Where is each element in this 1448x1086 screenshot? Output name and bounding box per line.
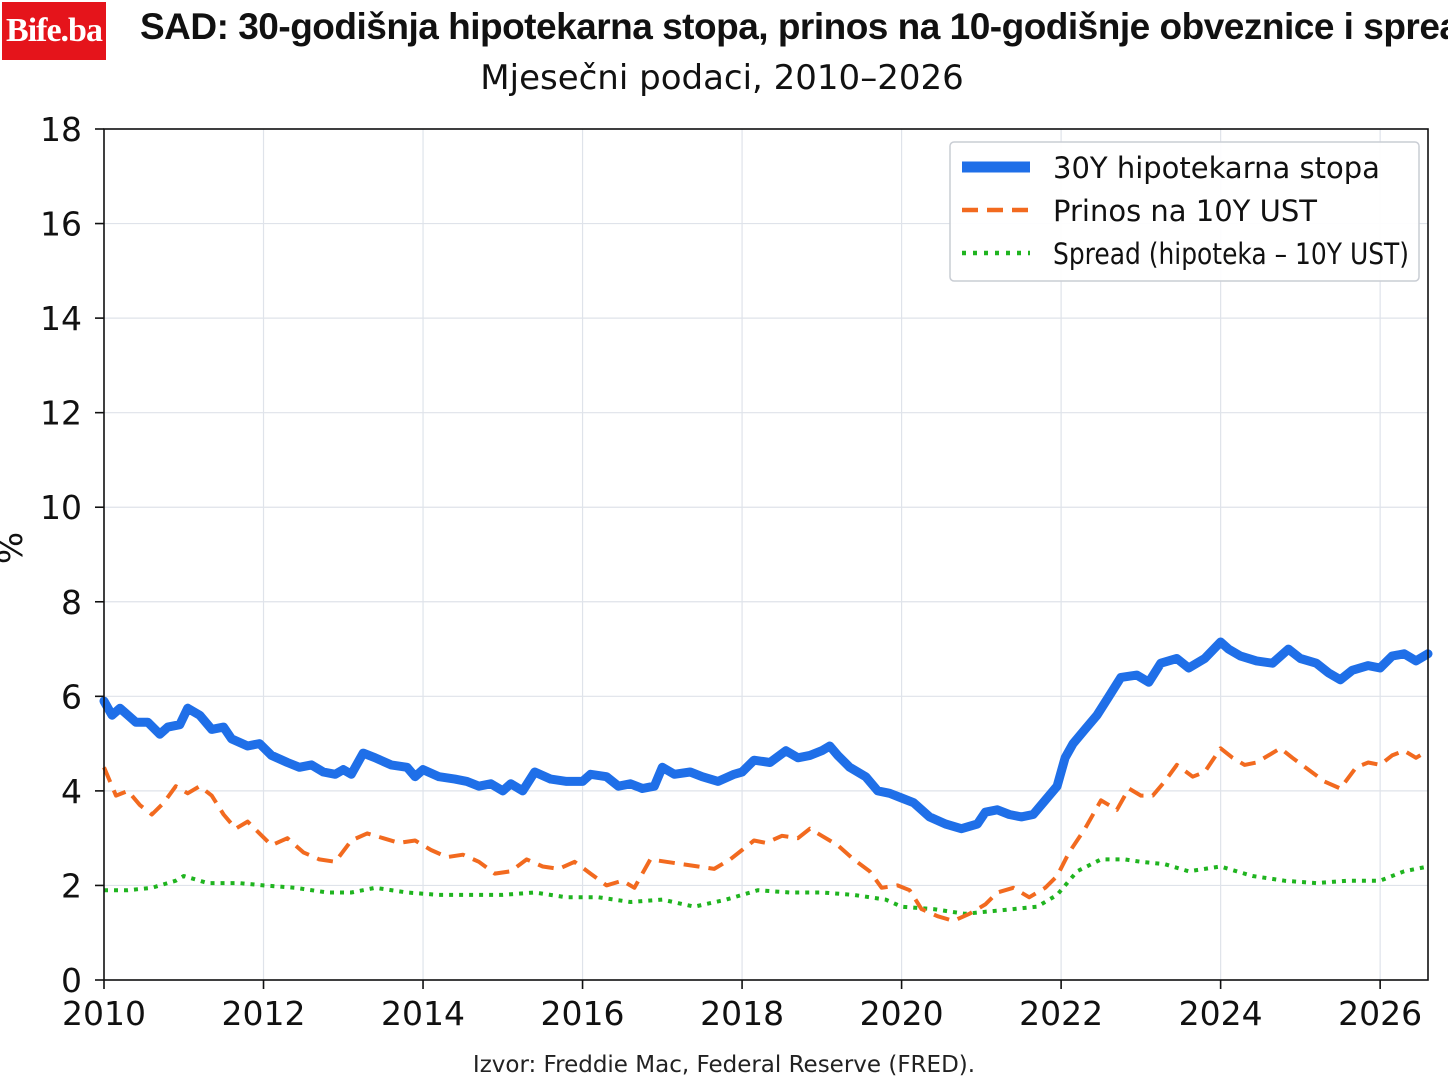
legend: 30Y hipotekarna stopa Prinos na 10Y UST Sp…	[949, 141, 1420, 282]
x-tick-label: 2022	[1019, 994, 1103, 1033]
y-tick-label: 12	[40, 394, 82, 433]
legend-label-3: Spread (hipoteka – 10Y UST)	[1053, 237, 1409, 271]
chart-subtitle: Mjesečni podaci, 2010–2026	[480, 58, 964, 98]
y-tick-label: 16	[40, 205, 82, 244]
x-tick-label: 2020	[860, 994, 944, 1033]
chart-title: SAD: 30-godišnja hipotekarna stopa, prin…	[140, 6, 1448, 47]
source-note: Izvor: Freddie Mac, Federal Reserve (FRE…	[472, 1052, 976, 1078]
series-line-3	[104, 857, 1429, 916]
legend-label-2: Prinos na 10Y UST	[1053, 194, 1317, 228]
legend-box	[949, 141, 1420, 282]
x-tick-label: 2012	[222, 994, 306, 1033]
x-tick-label: 2014	[381, 994, 465, 1033]
y-tick-label: 0	[61, 961, 82, 1000]
axes: 0 2 4 6 8 10 12 14 16 18 2010 2012 2014 2016 2018 2020 2…	[40, 110, 1429, 1033]
plot-frame	[103, 128, 1429, 981]
y-tick-label: 4	[61, 772, 82, 811]
y-tick-label: 10	[40, 488, 82, 527]
series-line-1	[99, 637, 1433, 834]
x-tick-label: 2010	[62, 994, 146, 1033]
y-tick-label: 18	[40, 110, 82, 149]
series-line-2	[102, 746, 1430, 923]
series-lines	[99, 637, 1433, 923]
y-tick-label: 6	[61, 677, 82, 716]
x-tick-label: 2018	[700, 994, 784, 1033]
y-tick-label: 2	[61, 866, 82, 905]
bife-logo[interactable]: Bife.ba	[2, 2, 106, 60]
legend-label-1: 30Y hipotekarna stopa	[1053, 151, 1380, 185]
y-axis-label: %	[0, 532, 31, 564]
y-tick-label: 8	[61, 583, 82, 622]
x-tick-label: 2026	[1338, 994, 1422, 1033]
x-tick-label: 2024	[1179, 994, 1263, 1033]
y-tick-label: 14	[40, 299, 82, 338]
x-tick-label: 2016	[541, 994, 625, 1033]
chart-subtitle-wrap: Mjesečni podaci, 2010–2026	[0, 58, 1448, 98]
